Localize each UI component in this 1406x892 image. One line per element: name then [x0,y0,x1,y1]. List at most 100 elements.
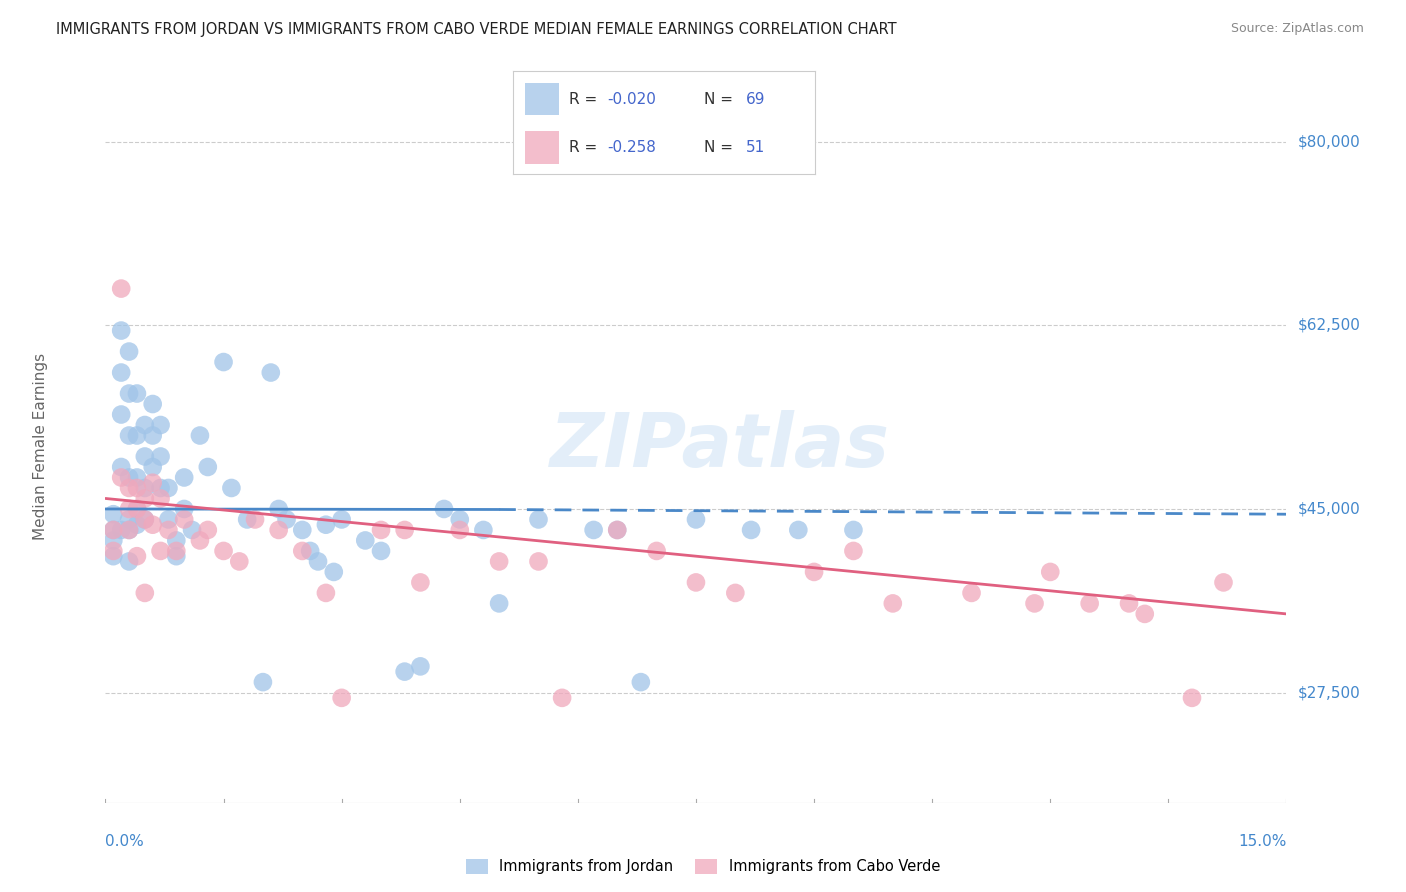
Point [118,428,141,442]
Point [267,502,290,516]
Text: $80,000: $80,000 [1298,134,1361,149]
Point [157,512,180,526]
Point [134,481,156,495]
Point [103,549,125,564]
Point [110,470,132,484]
Text: ZIPatlas: ZIPatlas [550,409,890,483]
Point [212,355,235,369]
Point [125,549,148,564]
Point [103,523,125,537]
Text: 51: 51 [747,140,765,155]
Point [110,408,132,422]
Point [330,512,353,526]
Point [228,554,250,568]
Point [157,523,180,537]
Point [181,523,204,537]
Point [291,523,314,537]
Point [370,523,392,537]
Point [118,523,141,537]
Text: Median Female Earnings: Median Female Earnings [32,352,48,540]
Point [142,460,165,475]
FancyBboxPatch shape [526,83,558,115]
Point [252,675,274,690]
Point [307,554,329,568]
Point [236,512,259,526]
Point [630,675,652,690]
Point [134,491,156,506]
Point [110,366,132,380]
Point [125,517,148,532]
Point [449,523,471,537]
Point [842,544,865,558]
Point [724,586,747,600]
Point [842,523,865,537]
Point [188,533,211,548]
Point [110,282,132,296]
Point [125,502,148,516]
Point [291,544,314,558]
Point [740,523,762,537]
Point [125,386,148,401]
Point [330,690,353,705]
Point [1133,607,1156,621]
Point [134,586,156,600]
Point [165,533,187,548]
Point [110,324,132,338]
Point [787,523,810,537]
Point [315,586,337,600]
Point [488,554,510,568]
Point [142,517,165,532]
Point [409,575,432,590]
Point [118,502,141,516]
Point [1078,596,1101,610]
Point [118,386,141,401]
Point [299,544,322,558]
Point [1181,690,1204,705]
Point [685,512,707,526]
Point [527,512,550,526]
Text: 0.0%: 0.0% [105,834,145,849]
Point [449,512,471,526]
Point [149,417,172,432]
Point [149,481,172,495]
Text: $62,500: $62,500 [1298,318,1361,333]
Point [488,596,510,610]
Point [134,512,156,526]
Point [134,417,156,432]
Point [260,366,283,380]
Text: Source: ZipAtlas.com: Source: ZipAtlas.com [1230,22,1364,36]
Point [157,481,180,495]
Point [118,554,141,568]
Point [149,491,172,506]
Point [1118,596,1140,610]
Text: -0.020: -0.020 [607,92,655,106]
Point [165,549,187,564]
Point [527,554,550,568]
Point [125,428,148,442]
Legend: Immigrants from Jordan, Immigrants from Cabo Verde: Immigrants from Jordan, Immigrants from … [460,853,946,880]
Point [118,512,141,526]
Point [433,502,456,516]
Point [165,544,187,558]
Point [1024,596,1046,610]
Point [149,544,172,558]
Point [110,460,132,475]
Point [149,450,172,464]
Point [103,544,125,558]
Point [472,523,495,537]
Point [803,565,825,579]
Point [197,460,219,475]
Point [221,481,243,495]
Text: N =: N = [703,140,733,155]
Text: -0.258: -0.258 [607,140,655,155]
Point [103,523,125,537]
Point [394,523,416,537]
Text: N =: N = [703,92,733,106]
FancyBboxPatch shape [526,131,558,163]
Point [142,475,165,490]
Point [370,544,392,558]
Point [134,450,156,464]
Point [606,523,628,537]
Point [197,523,219,537]
Point [110,523,132,537]
